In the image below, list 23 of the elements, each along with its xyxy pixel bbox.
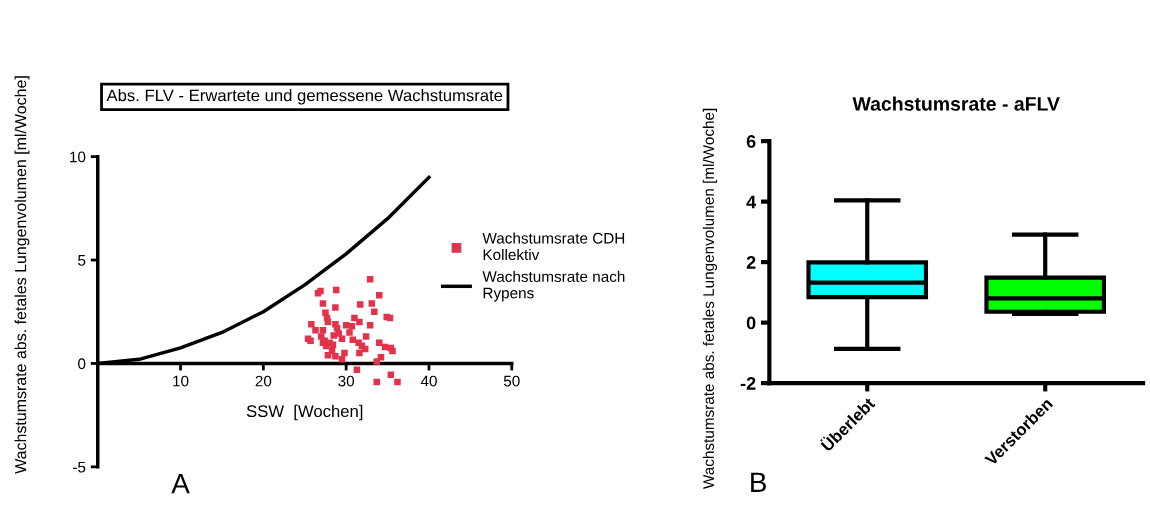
x-tick-label: 20 [255,375,272,387]
legend-label: Wachstumsrate CDH Kollektiv [482,232,625,261]
x-tick-label: 40 [420,375,437,387]
text: A [171,474,190,494]
y-tick-label: 10 [70,151,86,163]
x-tick-label: 10 [173,375,189,387]
x-axis-title: SSW [Wochen] [246,404,363,421]
chart-title: Abs. FLV - Erwartete und gemessene Wachstumsrate [106,89,503,105]
y-tick-label: 5 [78,255,86,266]
y-tick-label: 6 [746,135,756,148]
y-tick-label: 0 [746,316,756,330]
y-tick-label: 4 [746,195,757,209]
chart-title: Wachstumsrate - aFLV [852,96,1060,111]
y-tick-label: 2 [746,256,756,269]
x-tick-label: 30 [338,375,355,387]
y-axis-title: Wachstumsrate abs. fetales Lungenvolumen [ml/Woche] [702,108,718,489]
text: B [751,472,766,492]
y-tick-label: 0 [78,358,86,370]
x-tick-label: 50 [503,375,520,387]
y-tick-label: -2 [740,377,756,390]
y-tick-label: -5 [73,461,86,473]
y-axis-title: Wachstumsrate abs. fetales Lungenvolumen [ml/Woche] [14,76,30,474]
legend-label: Wachstumsrate nach Rypens [482,270,625,302]
